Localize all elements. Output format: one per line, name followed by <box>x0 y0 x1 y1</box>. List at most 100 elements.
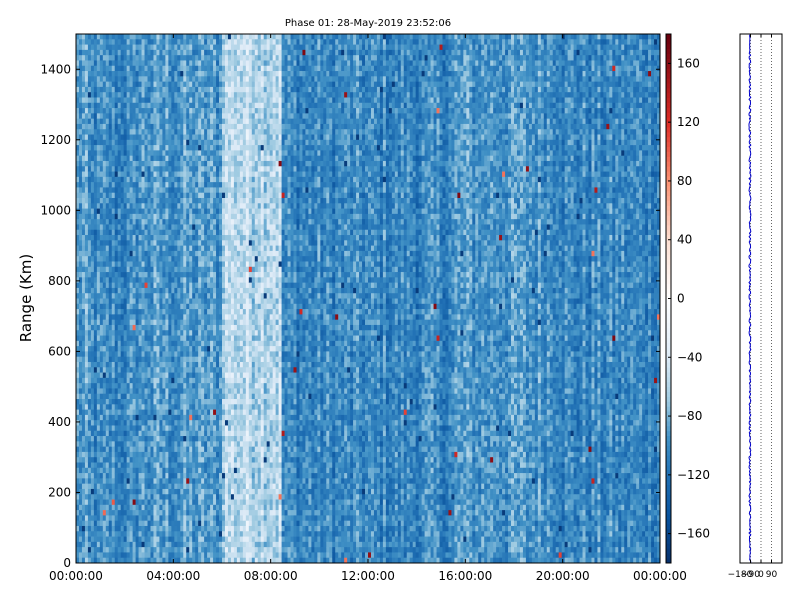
heatmap-cell <box>106 441 109 447</box>
heatmap-cell <box>103 462 106 468</box>
heatmap-cell <box>100 552 103 558</box>
heatmap-cell <box>109 383 112 389</box>
heatmap-cell <box>88 383 91 389</box>
heatmap-cell <box>100 394 103 400</box>
heatmap-cell <box>130 436 133 442</box>
heatmap-cell <box>91 198 94 204</box>
heatmap-cell <box>94 177 97 183</box>
heatmap-cell <box>91 219 94 225</box>
heatmap-cell <box>133 66 136 72</box>
heatmap-cell <box>94 230 97 236</box>
heatmap-cell <box>100 76 103 82</box>
heatmap-cell <box>109 320 112 326</box>
heatmap-cell <box>88 320 91 326</box>
heatmap-cell <box>118 367 121 373</box>
heatmap-cell <box>106 166 109 172</box>
heatmap-cell <box>94 341 97 347</box>
heatmap-cell <box>130 230 133 236</box>
heatmap-cell <box>130 462 133 468</box>
heatmap-cell <box>109 119 112 125</box>
heatmap-cell <box>109 478 112 484</box>
heatmap-cell <box>121 383 124 389</box>
heatmap-cell <box>103 156 106 162</box>
heatmap-cell <box>97 182 100 188</box>
heatmap-cell <box>112 203 115 209</box>
heatmap-cell <box>94 542 97 548</box>
heatmap-cell <box>103 436 106 442</box>
heatmap-cell <box>82 246 85 252</box>
heatmap-cell <box>118 71 121 77</box>
heatmap-cell <box>79 484 82 490</box>
heatmap-cell <box>118 87 121 93</box>
heatmap-cell <box>100 373 103 379</box>
heatmap-cell <box>106 150 109 156</box>
heatmap-cell <box>130 394 133 400</box>
heatmap-cell <box>79 468 82 474</box>
heatmap-cell <box>130 526 133 532</box>
heatmap-cell <box>109 71 112 77</box>
heatmap-cell <box>91 103 94 109</box>
heatmap-cell <box>91 510 94 516</box>
heatmap-cell <box>103 288 106 294</box>
heatmap-cell <box>103 441 106 447</box>
heatmap-cell <box>124 452 127 458</box>
heatmap-cell <box>88 224 91 230</box>
heatmap-cell <box>124 246 127 252</box>
heatmap-cell <box>94 531 97 537</box>
heatmap-cell <box>82 489 85 495</box>
heatmap-cell <box>112 489 115 495</box>
heatmap-cell <box>88 425 91 431</box>
heatmap-cell <box>100 224 103 230</box>
heatmap-cell <box>106 304 109 310</box>
heatmap-cell <box>88 172 91 178</box>
heatmap-cell <box>118 521 121 527</box>
heatmap-cell <box>124 193 127 199</box>
heatmap-cell <box>100 420 103 426</box>
heatmap-cell <box>127 309 130 315</box>
heatmap-cell <box>91 230 94 236</box>
heatmap-cell <box>91 140 94 146</box>
heatmap-cell <box>118 531 121 537</box>
heatmap-cell <box>94 66 97 72</box>
heatmap-cell <box>91 108 94 114</box>
heatmap-cell <box>124 325 127 331</box>
heatmap-cell <box>94 484 97 490</box>
heatmap-cell <box>124 277 127 283</box>
heatmap-cell <box>121 388 124 394</box>
heatmap-cell <box>94 113 97 119</box>
heatmap-cell <box>100 129 103 135</box>
heatmap-cell <box>88 494 91 500</box>
heatmap-cell <box>88 283 91 289</box>
heatmap-cell <box>82 320 85 326</box>
heatmap-cell <box>112 410 115 416</box>
heatmap-cell <box>106 177 109 183</box>
heatmap-cell <box>91 209 94 215</box>
heatmap-cell <box>118 113 121 119</box>
heatmap-cell <box>115 388 118 394</box>
heatmap-cell <box>133 161 136 167</box>
heatmap-cell <box>127 97 130 103</box>
heatmap-cell <box>97 415 100 421</box>
heatmap-cell <box>88 256 91 262</box>
heatmap-cell <box>106 547 109 553</box>
heatmap-cell <box>127 441 130 447</box>
heatmap-cell <box>106 187 109 193</box>
heatmap-cell <box>85 145 88 151</box>
heatmap-cell <box>106 373 109 379</box>
heatmap-cell <box>115 256 118 262</box>
heatmap-cell <box>130 193 133 199</box>
heatmap-cell <box>88 515 91 521</box>
heatmap-cell <box>85 425 88 431</box>
heatmap-cell <box>130 547 133 553</box>
heatmap-cell <box>121 272 124 278</box>
heatmap-cell <box>97 489 100 495</box>
heatmap-cell <box>115 399 118 405</box>
heatmap-cell <box>100 537 103 543</box>
heatmap-cell <box>85 415 88 421</box>
heatmap-cell <box>106 82 109 88</box>
heatmap-cell <box>79 166 82 172</box>
heatmap-cell <box>130 267 133 273</box>
heatmap-cell <box>88 267 91 273</box>
heatmap-cell <box>127 299 130 305</box>
heatmap-cell <box>118 542 121 548</box>
